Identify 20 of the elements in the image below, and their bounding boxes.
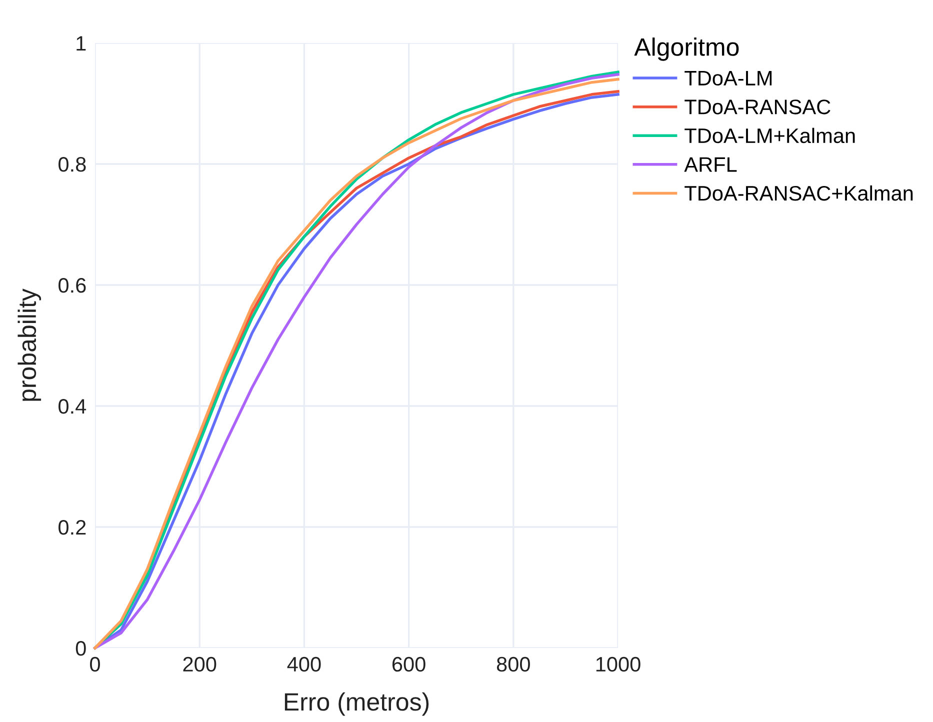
legend-label: TDoA-LM (684, 70, 772, 86)
legend-label: TDoA-LM+Kalman (684, 128, 855, 144)
y-tick-label: 0.4 (58, 399, 86, 414)
x-tick-label: 600 (392, 656, 426, 672)
x-tick-label: 800 (496, 656, 530, 672)
y-tick-label: 0 (76, 641, 86, 656)
x-tick-label: 1000 (596, 656, 640, 672)
legend-title: Algoritmo (634, 38, 739, 61)
y-tick-label: 0.6 (58, 278, 86, 293)
y-tick-label: 0.8 (58, 157, 86, 172)
y-tick-label: 1 (76, 36, 86, 51)
legend-label: ARFL (684, 157, 737, 172)
legend-label: TDoA-RANSAC (684, 100, 830, 114)
y-tick-label: 0.2 (58, 520, 86, 535)
x-tick-label: 400 (287, 656, 321, 672)
x-tick-label: 200 (183, 656, 216, 672)
x-tick-label: 0 (90, 656, 100, 672)
y-axis-title: probability (18, 288, 42, 401)
x-axis-title: Erro (metros) (284, 692, 429, 716)
legend-label: TDoA-RANSAC+Kalman (684, 185, 913, 201)
